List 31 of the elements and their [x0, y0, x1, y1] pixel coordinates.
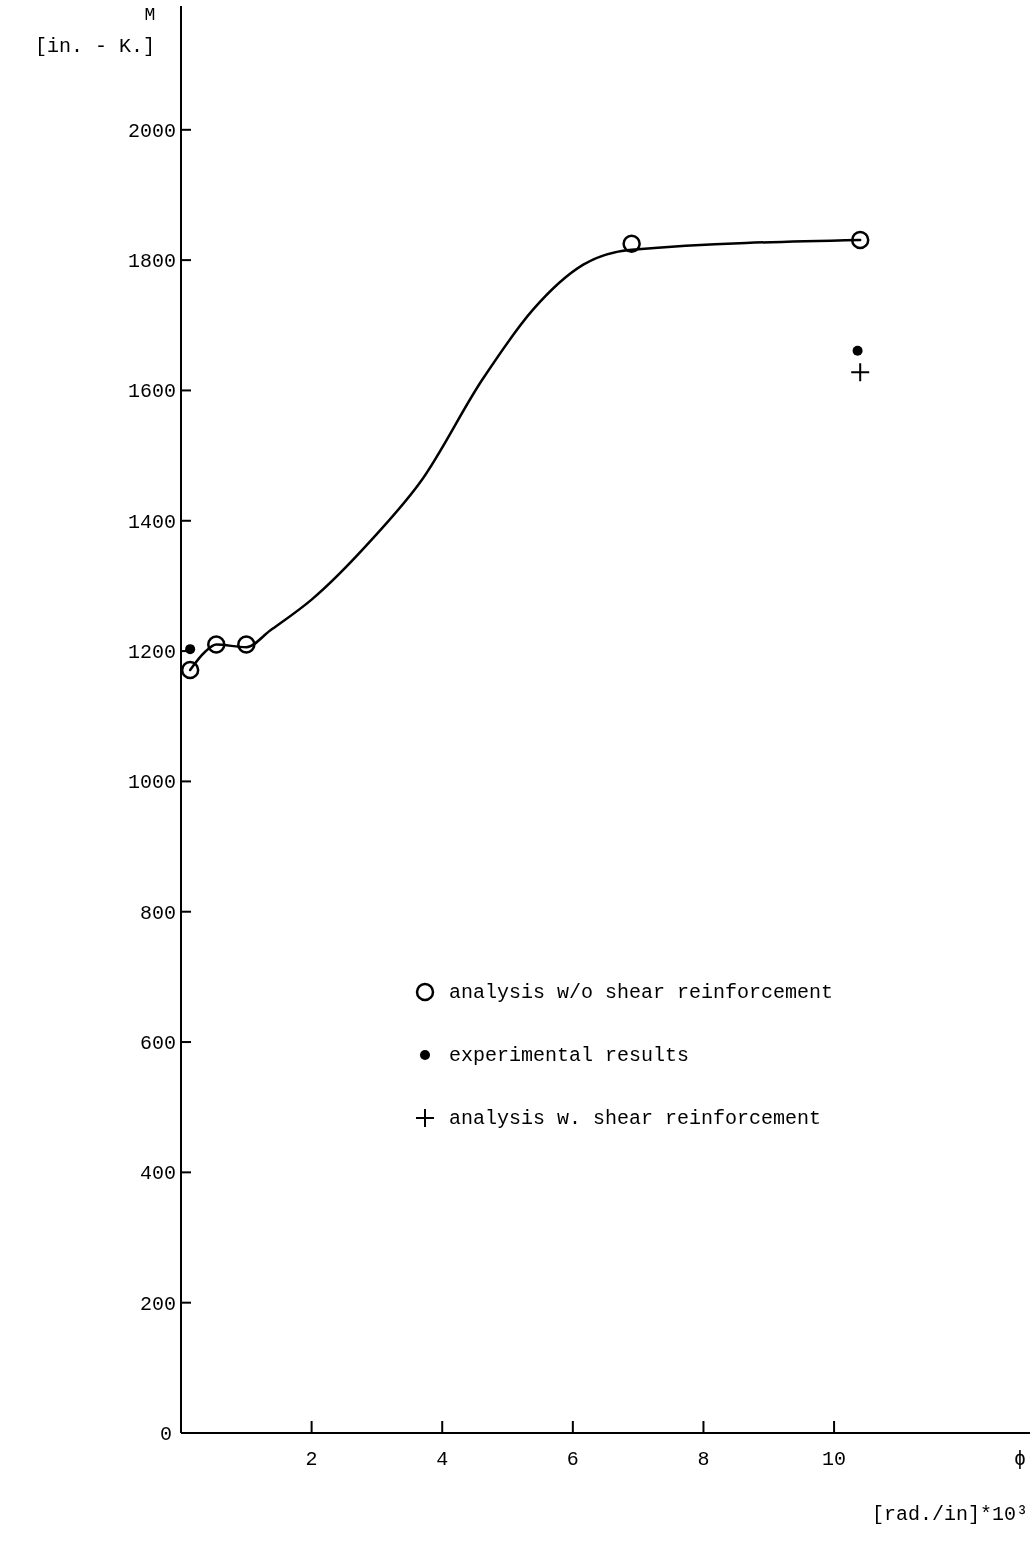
- y-tick-label: 1200: [127, 641, 176, 665]
- text: [in. - K.]: [34, 35, 156, 58]
- point: [237, 635, 256, 654]
- point: [852, 345, 863, 356]
- y-tick-label: 200: [139, 1292, 176, 1316]
- point: [622, 234, 641, 254]
- x-tick-label: 4: [436, 1448, 449, 1471]
- point: [185, 644, 196, 655]
- x-tick-label: 6: [566, 1448, 579, 1471]
- y-tick-label: 1600: [127, 380, 176, 404]
- y-tick-label: 600: [139, 1032, 176, 1056]
- y-tick-label: 2000: [127, 119, 176, 143]
- legend-label: analysis w/o shear reinforcement: [449, 981, 834, 1004]
- legend-label: experimental results: [449, 1044, 690, 1067]
- x-tick-label: 2: [305, 1448, 318, 1471]
- y-axis-title: M: [144, 5, 156, 25]
- y-tick-label: 1800: [127, 250, 176, 274]
- y-tick-label: 1000: [127, 771, 176, 795]
- point: [207, 635, 226, 654]
- y-tick-label: 400: [139, 1162, 176, 1186]
- x-axis-title: ϕ: [1013, 1448, 1027, 1471]
- legend-label: analysis w. shear reinforcement: [449, 1107, 822, 1130]
- text: [rad./in]*10³: [871, 1503, 1028, 1526]
- y-tick-label: 0: [159, 1423, 172, 1446]
- x-tick-label: 8: [697, 1448, 710, 1471]
- point: [850, 362, 871, 383]
- point: [850, 230, 870, 250]
- point: [180, 660, 200, 680]
- x-tick-label: 10: [822, 1448, 847, 1471]
- y-tick-label: 800: [139, 901, 176, 925]
- y-tick-label: 1400: [127, 510, 176, 534]
